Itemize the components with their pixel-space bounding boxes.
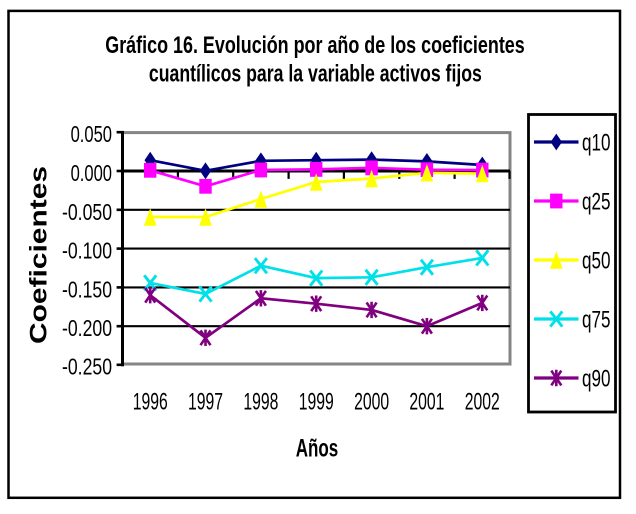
svg-text:q90: q90	[582, 365, 611, 392]
svg-text:-0.100: -0.100	[62, 238, 112, 264]
svg-text:1996: 1996	[133, 389, 168, 416]
svg-text:Gráfico 16. Evolución por año: Gráfico 16. Evolución por año de los coe…	[105, 32, 525, 59]
svg-text:0.050: 0.050	[71, 121, 112, 147]
svg-text:2000: 2000	[354, 389, 389, 416]
svg-text:-0.150: -0.150	[62, 276, 112, 302]
svg-text:0.000: 0.000	[71, 160, 112, 186]
svg-text:-0.250: -0.250	[62, 354, 112, 380]
svg-text:q50: q50	[582, 247, 611, 274]
svg-text:2002: 2002	[465, 389, 500, 416]
svg-text:Años: Años	[296, 435, 339, 463]
svg-text:cuantílicos para la variable a: cuantílicos para la variable activos fij…	[149, 61, 482, 88]
svg-text:1997: 1997	[188, 389, 223, 416]
svg-text:-0.200: -0.200	[62, 315, 112, 341]
svg-text:1998: 1998	[243, 389, 278, 416]
svg-text:1999: 1999	[299, 389, 334, 416]
svg-text:q25: q25	[582, 188, 611, 215]
svg-text:2001: 2001	[409, 389, 444, 416]
svg-text:-0.050: -0.050	[62, 199, 112, 225]
svg-text:Coeficientes: Coeficientes	[26, 166, 53, 344]
svg-text:q75: q75	[582, 306, 611, 333]
svg-text:q10: q10	[582, 129, 611, 156]
